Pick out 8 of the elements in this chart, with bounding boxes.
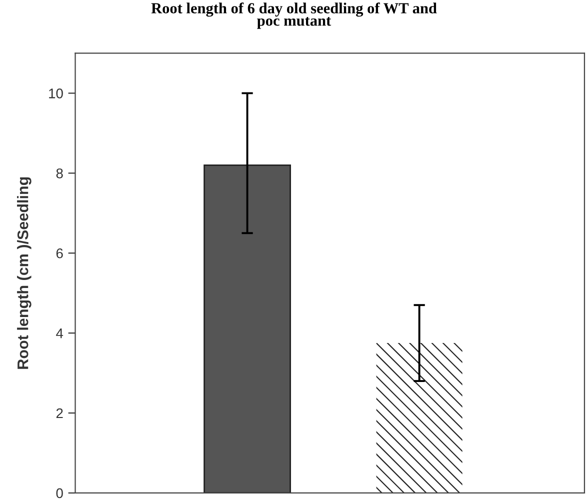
y-tick-label: 2 <box>56 408 63 418</box>
y-axis-title: Root length (cm )/Seedling <box>17 177 32 369</box>
chart-title: Root length of 6 day old seedling of WT and poc mutant <box>151 2 437 29</box>
y-tick-label: 0 <box>56 488 63 498</box>
y-tick-label: 6 <box>56 248 63 258</box>
y-tick-label: 4 <box>56 328 64 338</box>
y-tick-label: 8 <box>56 168 63 178</box>
y-tick-label: 10 <box>49 88 63 98</box>
